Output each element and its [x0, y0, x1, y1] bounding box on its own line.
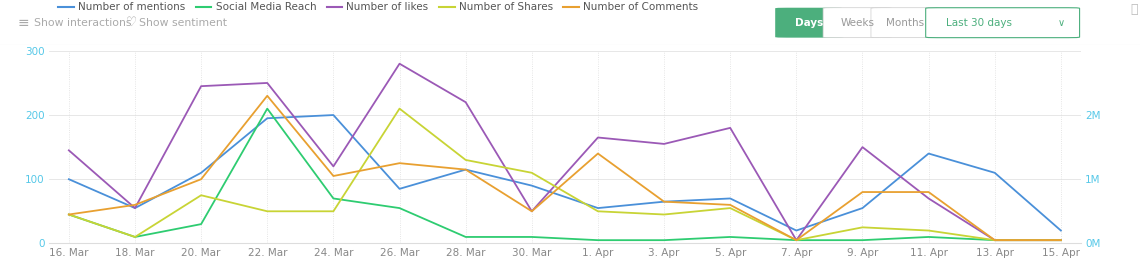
- FancyBboxPatch shape: [823, 8, 891, 38]
- Text: ≡: ≡: [17, 16, 28, 30]
- FancyBboxPatch shape: [775, 8, 844, 38]
- FancyBboxPatch shape: [926, 8, 1080, 38]
- FancyBboxPatch shape: [871, 8, 939, 38]
- Text: Weeks: Weeks: [840, 18, 874, 28]
- Legend: Number of mentions, Social Media Reach, Number of likes, Number of Shares, Numbe: Number of mentions, Social Media Reach, …: [55, 0, 702, 17]
- Text: ♡: ♡: [125, 16, 137, 29]
- Text: Show interactions: Show interactions: [34, 18, 132, 28]
- Text: Show sentiment: Show sentiment: [139, 18, 227, 28]
- Text: Days: Days: [796, 18, 823, 28]
- Text: ⓘ: ⓘ: [1130, 3, 1138, 16]
- Text: Months: Months: [886, 18, 925, 28]
- Text: Last 30 days: Last 30 days: [946, 18, 1012, 28]
- Text: ∨: ∨: [1058, 18, 1065, 28]
